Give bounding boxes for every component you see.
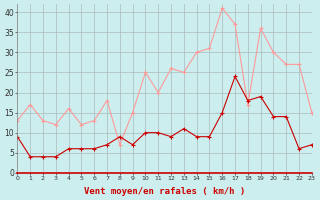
X-axis label: Vent moyen/en rafales ( km/h ): Vent moyen/en rafales ( km/h ) [84,187,245,196]
